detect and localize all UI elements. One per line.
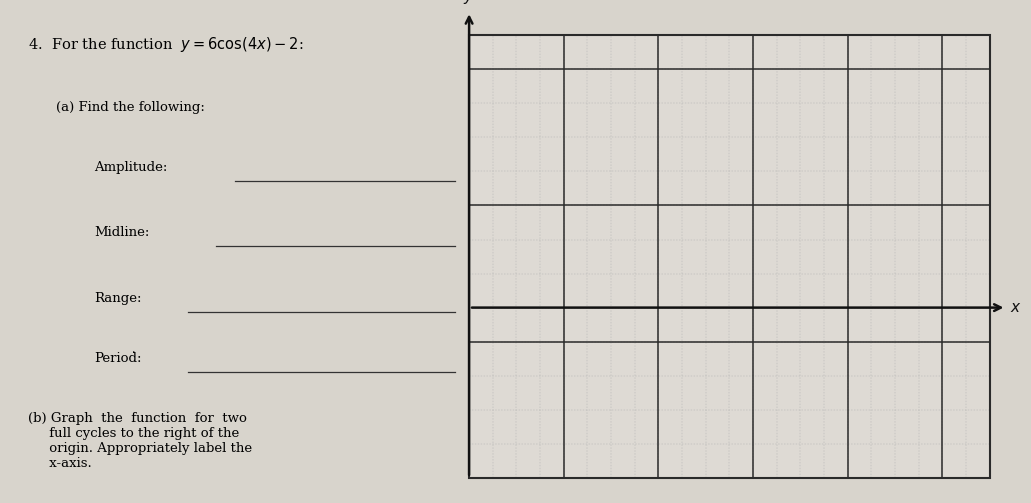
Text: $x$: $x$ <box>1010 301 1022 314</box>
Text: Amplitude:: Amplitude: <box>94 161 167 174</box>
Text: Perioḋ:: Perioḋ: <box>94 352 141 365</box>
Text: (a) Find the following:: (a) Find the following: <box>57 101 205 114</box>
Text: $y$: $y$ <box>463 0 475 6</box>
Text: 4.  For the function  $y = 6\cos(4x)-2$:: 4. For the function $y = 6\cos(4x)-2$: <box>28 35 304 54</box>
Text: (b) Graph  the  function  for  two
     full cycles to the right of the
     ori: (b) Graph the function for two full cycl… <box>28 412 253 470</box>
Text: Range:: Range: <box>94 292 141 305</box>
Text: Midline:: Midline: <box>94 226 149 239</box>
